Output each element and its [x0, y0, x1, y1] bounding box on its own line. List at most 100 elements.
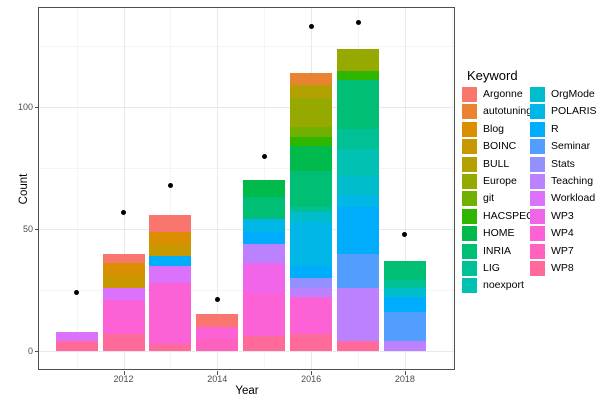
bar-2016-segment-HOME: [290, 146, 333, 171]
y-minor-gridline: [39, 46, 455, 48]
bar-2016-segment-POLARIS: [290, 221, 333, 266]
bar-2017-segment-HACSPECIS: [337, 70, 379, 81]
legend-label: LIG: [483, 262, 500, 274]
bar-2011-segment-Workload: [55, 331, 98, 342]
legend-item-WP8: WP8: [530, 261, 596, 276]
legend-item-HOME: HOME: [462, 226, 528, 242]
y-major-gridline: [39, 107, 455, 109]
bar-2015-segment-HOME: [243, 180, 286, 198]
bar-2017-segment-POLARIS: [337, 195, 379, 208]
legend-label: WP7: [551, 244, 574, 257]
legend-swatch-Seminar: [530, 139, 545, 155]
bar-2014-segment-Argonne: [196, 314, 239, 327]
bar-2016-segment-WP8: [290, 333, 333, 351]
bar-2016-segment-Stats: [290, 277, 333, 288]
legend-item-OrgMode: OrgMode: [530, 87, 596, 102]
bar-2018-segment-Teaching: [383, 341, 426, 351]
legend-label: Teaching: [551, 175, 594, 187]
x-minor-gridline: [451, 8, 453, 370]
bar-2015-segment-Teaching: [243, 243, 286, 264]
y-minor-gridline: [39, 168, 455, 170]
bar-2012-segment-Workload: [102, 287, 145, 300]
x-minor-gridline: [76, 8, 78, 370]
bar-2014-segment-WP4: [196, 326, 239, 339]
legend-swatch-WP7: [530, 243, 545, 259]
legend-item-HACSPECIS: HACSPECIS: [462, 208, 544, 224]
legend-swatch-WP8: [530, 261, 545, 276]
point-2018: [402, 231, 408, 237]
legend-label: Argonne: [483, 88, 523, 100]
legend-label: POLARIS: [551, 105, 597, 118]
legend-item-Europe: Europe: [462, 174, 528, 189]
bar-2015-segment-WP4: [243, 292, 286, 337]
bar-2016-segment-LIG: [290, 207, 333, 213]
bar-2016-segment-WP4: [290, 297, 333, 334]
legend-label: BULL: [483, 157, 510, 170]
legend-swatch-BULL: [462, 156, 477, 172]
x-tick-label: 2016: [301, 374, 322, 384]
legend-swatch-WP4: [530, 226, 545, 242]
point-2013: [167, 182, 173, 188]
legend-swatch-HOME: [462, 226, 477, 242]
bar-2013-segment-WP8: [149, 343, 192, 351]
x-tick: [404, 370, 406, 375]
x-minor-gridline: [170, 8, 172, 370]
legend-label: noexport: [483, 279, 524, 292]
bar-2016-segment-OrgMode: [290, 212, 333, 222]
bar-2017-segment-Seminar: [337, 253, 379, 288]
legend-label: Stats: [551, 157, 575, 170]
bar-2013-segment-WP4: [149, 282, 192, 344]
bar-2017-segment-OrgMode: [337, 175, 379, 196]
legend-label: Workload: [551, 192, 596, 205]
legend-item-Argonne: Argonne: [462, 87, 528, 102]
legend-label: git: [483, 192, 495, 205]
bar-2016-segment-autotuning: [290, 73, 333, 86]
legend-item-Seminar: Seminar: [530, 139, 596, 155]
point-2017: [355, 19, 361, 25]
legend-label: WP8: [551, 262, 574, 274]
bar-2017-segment-Europe: [337, 48, 379, 71]
legend-label: Europe: [483, 175, 517, 187]
y-tick-label: 0: [27, 345, 33, 356]
bar-2018-segment-Seminar: [383, 312, 426, 342]
legend-item-Workload: Workload: [530, 191, 596, 207]
x-major-gridline: [123, 8, 125, 370]
bar-2015-segment-POLARIS: [243, 219, 286, 232]
bar-2012-segment-Argonne: [102, 253, 145, 264]
legend-item-WP4: WP4: [530, 226, 596, 242]
bar-2018-segment-INRIA: [383, 260, 426, 281]
legend-swatch-Stats: [530, 156, 545, 172]
bar-2012-segment-Blog: [102, 263, 145, 276]
x-tick: [217, 370, 219, 375]
legend-item-INRIA: INRIA: [462, 243, 528, 259]
bar-2015-segment-INRIA: [243, 197, 286, 220]
legend-label: WP4: [551, 227, 574, 240]
bar-2012-segment-WP4: [102, 299, 145, 334]
legend-title: Keyword: [467, 68, 518, 83]
legend-swatch-POLARIS: [530, 104, 545, 120]
x-major-gridline: [217, 8, 219, 370]
bar-2015-segment-WP3: [243, 263, 286, 293]
y-major-gridline: [39, 351, 455, 352]
y-tick-label: 50: [22, 223, 33, 234]
legend-label: Blog: [483, 122, 505, 135]
bar-2013-segment-Workload: [149, 265, 192, 283]
legend-swatch-git: [462, 191, 477, 207]
bar-2013-segment-R: [149, 255, 192, 266]
legend-swatch-noexport: [462, 278, 477, 294]
legend-label: Seminar: [551, 140, 591, 153]
legend-label: INRIA: [483, 244, 512, 257]
point-2012: [121, 209, 126, 215]
bar-2016-segment-git: [290, 126, 333, 137]
bar-2016-segment-Europe: [290, 97, 333, 127]
legend-item-Teaching: Teaching: [530, 174, 596, 189]
legend-item-Blog: Blog: [462, 121, 528, 137]
legend-label: R: [551, 122, 559, 135]
y-tick: [35, 229, 39, 231]
bar-2014-segment-WP7: [196, 338, 239, 351]
point-2014: [214, 297, 220, 303]
plot-panel: [39, 8, 455, 370]
legend-swatch-OrgMode: [530, 87, 545, 102]
legend-label: autotuning: [483, 105, 533, 118]
